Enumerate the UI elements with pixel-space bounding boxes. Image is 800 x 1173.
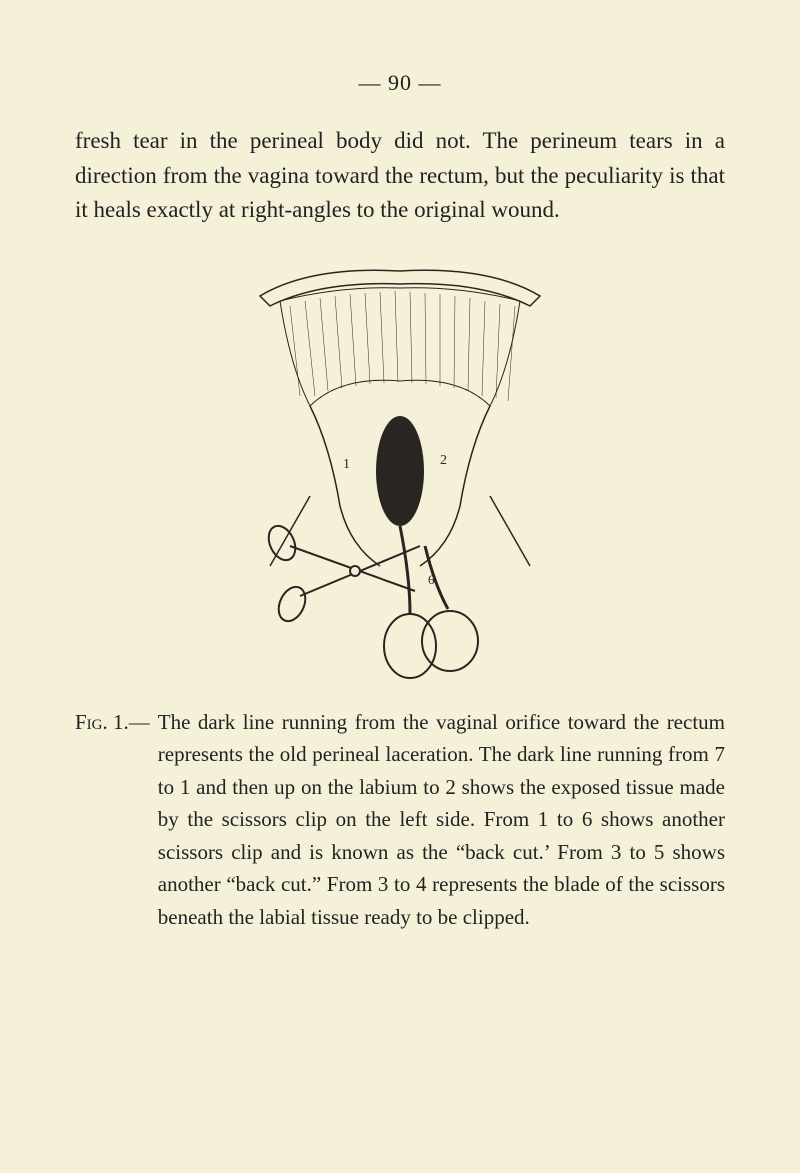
figure-caption: Fig. 1.— The dark line running from the …	[75, 706, 725, 934]
page-number: — 90 —	[75, 70, 725, 96]
svg-text:1: 1	[343, 457, 350, 472]
anatomical-figure: 2 1 6	[210, 246, 590, 686]
svg-text:2: 2	[440, 453, 447, 468]
caption-label: Fig. 1.—	[75, 706, 158, 934]
svg-text:6: 6	[428, 572, 435, 587]
figure-container: 2 1 6	[75, 246, 725, 686]
caption-body: The dark line running from the vaginal o…	[158, 706, 725, 934]
body-paragraph: fresh tear in the perineal body did not.…	[75, 124, 725, 228]
